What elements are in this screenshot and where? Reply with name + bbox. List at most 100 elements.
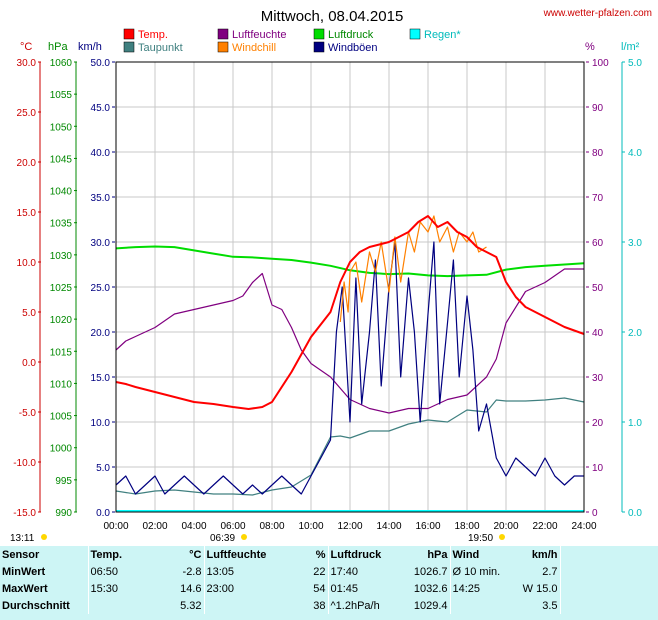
- series-line-temp: [115, 215, 585, 410]
- legend-label: Taupunkt: [138, 42, 183, 54]
- stats-cell: 14:25: [449, 580, 514, 597]
- stats-cell: 13:05: [203, 563, 288, 580]
- temp-tick-label: 30.0: [17, 58, 37, 69]
- stats-header-temp: Temp.: [87, 546, 146, 563]
- sun-moon-markers: 13:11 06:39 19:50: [10, 533, 505, 544]
- stats-header-humidity: Luftfeuchte: [203, 546, 288, 563]
- temp-tick-label: 0.0: [22, 358, 36, 369]
- legend-swatch: [409, 28, 421, 40]
- stats-cell: 3.5: [542, 599, 558, 612]
- legend-label: Regen*: [424, 29, 461, 41]
- stats-cell: -2.8: [182, 565, 202, 578]
- stats-cell: MaxWert: [2, 582, 48, 595]
- time-tick-label: 10:00: [298, 521, 323, 532]
- rain-tick-label: 4.0: [628, 148, 642, 159]
- stats-cell: 1029.4: [413, 599, 448, 612]
- wind-tick-label: 50.0: [91, 58, 111, 69]
- stats-row-min: MinWert 06:50 -2.8 13:05 22 17:40 1026.7…: [0, 563, 658, 580]
- pressure-tick-label: 1020: [50, 315, 73, 326]
- temp-tick-label: 5.0: [22, 308, 36, 319]
- humidity-tick-label: 20: [592, 418, 604, 429]
- pressure-tick-label: 1035: [50, 219, 73, 230]
- wind-tick-label: 30.0: [91, 238, 111, 249]
- stats-spacer: [559, 597, 658, 614]
- rain-tick-label: 2.0: [628, 328, 642, 339]
- temp-tick-label: 25.0: [17, 108, 37, 119]
- time-tick-label: 18:00: [454, 521, 479, 532]
- stats-header-temp-unit: °C: [189, 548, 202, 561]
- pressure-tick-label: 1015: [50, 347, 73, 358]
- stats-cell: MinWert: [2, 565, 46, 578]
- temp-axis-unit: °C: [20, 41, 32, 53]
- rain-tick-label: 3.0: [628, 238, 642, 249]
- axis-labels: 30.0 25.0 20.0 15.0 10.0 5.0 0.0 -5.0 -10.0 -15.0…: [13, 58, 642, 532]
- sunset-time: 19:50: [468, 533, 493, 544]
- legend-label: Temp.: [138, 29, 168, 41]
- wind-tick-label: 20.0: [91, 328, 111, 339]
- stats-cell: 1032.6: [413, 582, 448, 595]
- stats-cell: Ø 10 min.: [449, 563, 514, 580]
- humidity-tick-label: 0: [592, 508, 598, 519]
- stats-header-wind-unit: km/h: [531, 548, 558, 561]
- stats-cell: 14.6: [180, 582, 202, 595]
- temp-tick-label: -10.0: [13, 458, 36, 469]
- series-line-windchill: [339, 215, 487, 323]
- pressure-tick-label: 1025: [50, 283, 73, 294]
- legend-label: Luftfeuchte: [232, 29, 286, 41]
- wind-tick-label: 25.0: [91, 283, 111, 294]
- legend-swatch: [313, 41, 325, 53]
- wind-tick-label: 10.0: [91, 418, 111, 429]
- wind-tick-label: 45.0: [91, 103, 111, 114]
- stats-header-sensor: Sensor: [2, 548, 40, 561]
- stats-table: Sensor Temp. °C Luftfeuchte % Luftdruck …: [0, 546, 658, 620]
- stats-cell: 1026.7: [413, 565, 448, 578]
- grid: [115, 61, 585, 513]
- stats-row-max: MaxWert 15:30 14.6 23:00 54 01:45 1032.6…: [0, 580, 658, 597]
- time-tick-label: 00:00: [103, 521, 128, 532]
- legend-swatch: [217, 41, 229, 53]
- humidity-tick-label: 60: [592, 238, 604, 249]
- humidity-tick-label: 100: [592, 58, 609, 69]
- wind-tick-label: 35.0: [91, 193, 111, 204]
- stats-cell: 38: [313, 599, 326, 612]
- legend-swatch: [123, 41, 135, 53]
- stats-cell: 54: [313, 582, 326, 595]
- rain-tick-label: 1.0: [628, 418, 642, 429]
- humidity-tick-label: 70: [592, 193, 604, 204]
- wind-tick-label: 15.0: [91, 373, 111, 384]
- humidity-tick-label: 80: [592, 148, 604, 159]
- time-tick-label: 22:00: [532, 521, 557, 532]
- time-tick-label: 02:00: [142, 521, 167, 532]
- legend-label: Windchill: [232, 42, 276, 54]
- stats-spacer: [559, 563, 658, 580]
- series-line-windben: [115, 241, 584, 495]
- pressure-tick-label: 1040: [50, 187, 73, 198]
- pressure-tick-label: 1010: [50, 379, 73, 390]
- legend-label: Luftdruck: [328, 29, 374, 41]
- stats-spacer: [559, 580, 658, 597]
- humidity-tick-label: 50: [592, 283, 604, 294]
- rain-tick-label: 0.0: [628, 508, 642, 519]
- moonrise-time: 13:11: [10, 533, 35, 544]
- temp-tick-label: -5.0: [19, 408, 37, 419]
- series-line-luftfeuchte: [115, 268, 584, 414]
- wind-tick-label: 40.0: [91, 148, 111, 159]
- stats-cell: 15:30: [87, 580, 146, 597]
- humidity-tick-label: 90: [592, 103, 604, 114]
- chart-title: Mittwoch, 08.04.2015: [261, 8, 404, 25]
- stats-cell: [449, 597, 514, 614]
- sunrise-time: 06:39: [210, 533, 235, 544]
- stats-cell: 5.32: [180, 599, 202, 612]
- temp-tick-label: -15.0: [13, 508, 36, 519]
- stats-cell: 17:40: [327, 563, 402, 580]
- time-tick-label: 12:00: [337, 521, 362, 532]
- pressure-tick-label: 1005: [50, 412, 73, 423]
- humidity-tick-label: 40: [592, 328, 604, 339]
- site-link[interactable]: www.wetter-pfalzen.com: [543, 8, 652, 19]
- stats-cell: 01:45: [327, 580, 402, 597]
- series-lines: [115, 215, 585, 512]
- legend-swatch: [123, 28, 135, 40]
- sunset-icon: [499, 534, 505, 540]
- stats-cell: 2.7: [542, 565, 558, 578]
- plot-frame: [115, 61, 585, 513]
